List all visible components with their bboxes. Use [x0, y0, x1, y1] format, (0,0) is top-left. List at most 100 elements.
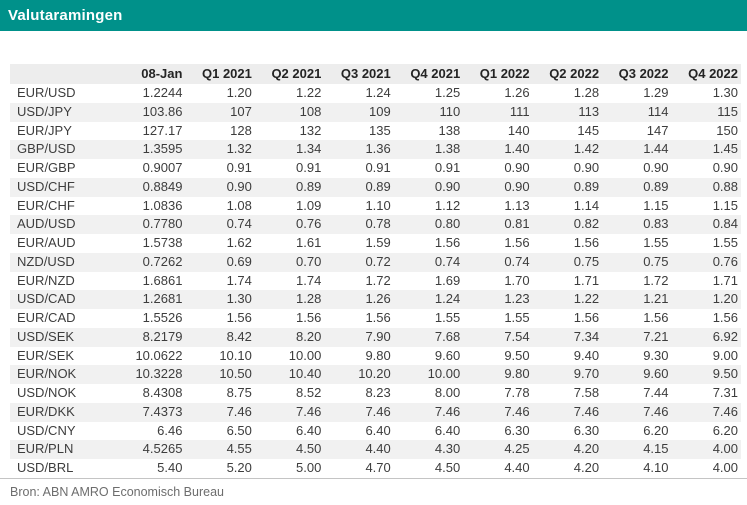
forecast-value: 1.74 — [296, 272, 322, 288]
forecast-value: 1.20 — [226, 85, 252, 100]
forecast-value: 0.90 — [712, 160, 738, 175]
table-row: EUR/PLN 4.5265 4.55 4.50 4.40 4.30 4.25 4.20 4.1… — [10, 440, 741, 459]
currency-pair-label: USD/CHF — [17, 178, 75, 194]
currency-pair-label: AUD/USD — [17, 216, 76, 232]
currency-pair-label: EUR/NZD — [17, 272, 75, 288]
forecast-value: 1.55 — [712, 235, 738, 250]
forecast-value: 1.56 — [643, 310, 669, 325]
forecast-value: 4.10 — [643, 460, 669, 475]
forecast-value: 7.44 — [643, 385, 669, 400]
table-row: GBP/USD 1.3595 1.32 1.34 1.36 1.38 1.40 1.42 1.4… — [10, 140, 741, 159]
forecast-value: 4.20 — [573, 460, 600, 475]
currency-pair-label: USD/NOK — [17, 385, 77, 400]
forecast-value: 1.72 — [365, 272, 391, 288]
forecast-value: 10.0622 — [135, 347, 183, 363]
forecast-value: 4.00 — [712, 441, 738, 457]
forecast-value: 0.89 — [643, 178, 669, 194]
currency-pair-label: USD/CAD — [17, 291, 76, 307]
forecast-value: 0.78 — [365, 216, 391, 232]
forecast-value: 4.40 — [504, 460, 530, 475]
forecast-value: 0.91 — [296, 160, 322, 175]
forecast-value: 9.80 — [365, 347, 391, 363]
forecast-value: 0.90 — [434, 178, 461, 194]
forecast-value: 1.69 — [434, 272, 461, 288]
forecast-value: 7.46 — [504, 403, 530, 419]
forecast-value: 1.26 — [365, 291, 391, 307]
forecast-value: 6.40 — [434, 422, 461, 438]
forecast-value: 9.50 — [504, 347, 530, 363]
forecast-value: 7.46 — [573, 403, 600, 419]
forecast-value: 1.56 — [712, 310, 738, 325]
column-header: Q1 2021 — [185, 64, 255, 84]
forecast-value: 9.60 — [434, 347, 461, 363]
forecast-value: 1.28 — [296, 291, 322, 307]
forecast-value: 1.15 — [712, 197, 738, 213]
forecast-value: 7.46 — [226, 403, 252, 419]
forecast-value: 1.2244 — [142, 85, 183, 100]
forecast-value: 1.56 — [573, 310, 600, 325]
forecast-value: 10.00 — [427, 366, 461, 382]
forecast-value: 109 — [369, 103, 391, 119]
currency-pair-label: NZD/USD — [17, 253, 75, 269]
forecast-value: 0.89 — [296, 178, 322, 194]
forecast-value: 1.24 — [365, 85, 391, 100]
forecast-value: 4.20 — [573, 441, 600, 457]
forecast-value: 1.28 — [573, 85, 600, 100]
forecast-value: 138 — [438, 122, 461, 138]
currency-pair-label: EUR/CAD — [17, 310, 76, 325]
forecast-value: 1.56 — [226, 310, 252, 325]
forecast-value: 0.74 — [504, 253, 530, 269]
table-row: USD/JPY 103.86 107 108 109 110 111 113 114 115 — [10, 102, 741, 122]
forecast-value: 150 — [716, 122, 738, 138]
forecast-value: 0.91 — [434, 160, 461, 175]
forecast-value: 5.00 — [296, 460, 322, 475]
forecast-value: 8.00 — [434, 385, 461, 400]
forecast-value: 1.71 — [712, 272, 738, 288]
forecast-value: 0.90 — [504, 178, 530, 194]
forecast-value: 0.7262 — [142, 253, 183, 269]
forecast-value: 9.40 — [573, 347, 600, 363]
forecast-value: 1.32 — [226, 141, 252, 157]
forecast-value: 9.70 — [573, 366, 600, 382]
forecast-value: 1.12 — [434, 197, 461, 213]
forecast-value: 1.5738 — [142, 235, 183, 250]
forecast-value: 10.50 — [219, 366, 252, 382]
column-header: Q2 2022 — [532, 64, 603, 84]
figure-title-bar: Valutaramingen — [0, 0, 747, 31]
forecast-value: 0.75 — [573, 253, 600, 269]
forecast-value: 4.15 — [643, 441, 669, 457]
forecast-value: 6.46 — [157, 422, 183, 438]
forecast-value: 0.90 — [573, 160, 600, 175]
table-body: EUR/USD 1.2244 1.20 1.22 1.24 1.25 1.26 1.28 1.2… — [10, 84, 741, 478]
table-row: EUR/DKK 7.4373 7.46 7.46 7.46 7.46 7.46 7.46 7.4… — [10, 402, 741, 422]
table-row: USD/BRL 5.40 5.20 5.00 4.70 4.50 4.40 4.20 4.10 4… — [10, 459, 741, 478]
forecast-value: 1.22 — [296, 85, 322, 100]
forecast-value: 4.55 — [226, 441, 252, 457]
forecast-value: 1.56 — [296, 310, 322, 325]
currency-pair-label: EUR/USD — [17, 85, 76, 100]
table-row: EUR/JPY 127.17 128 132 135 138 140 145 147 150 — [10, 122, 741, 141]
forecast-value: 0.7780 — [142, 216, 183, 232]
forecast-value: 7.31 — [712, 385, 738, 400]
currency-pair-label: EUR/SEK — [17, 347, 75, 363]
currency-pair-label: USD/BRL — [17, 460, 74, 475]
forecast-value: 10.10 — [219, 347, 252, 363]
table-row: EUR/CHF 1.0836 1.08 1.09 1.10 1.12 1.13 1.14 1.1… — [10, 197, 741, 216]
forecast-value: 1.44 — [643, 141, 669, 157]
forecast-value: 111 — [509, 103, 530, 119]
forecast-value: 5.40 — [157, 460, 183, 475]
forecast-value: 8.4308 — [142, 385, 183, 400]
forecast-value: 1.56 — [365, 310, 391, 325]
forecast-table: 08-Jan Q1 2021 Q2 2021 Q3 2021 Q4 2021 Q1 202… — [10, 64, 741, 478]
table-row: USD/CNY 6.46 6.50 6.40 6.40 6.40 6.30 6.30 6.20 6… — [10, 422, 741, 441]
forecast-value: 0.81 — [504, 216, 530, 232]
table-row: EUR/CAD 1.5526 1.56 1.56 1.56 1.55 1.55 1.56 1.5… — [10, 309, 741, 328]
currency-pair-label: EUR/DKK — [17, 403, 75, 419]
forecast-value: 0.69 — [226, 253, 252, 269]
forecast-value: 6.92 — [712, 328, 738, 344]
table-row: USD/NOK 8.4308 8.75 8.52 8.23 8.00 7.78 7.58 7.4… — [10, 384, 741, 403]
forecast-value: 1.14 — [573, 197, 600, 213]
forecast-value: 1.20 — [712, 291, 738, 307]
forecast-value: 4.5265 — [142, 441, 183, 457]
forecast-value: 110 — [439, 103, 461, 119]
